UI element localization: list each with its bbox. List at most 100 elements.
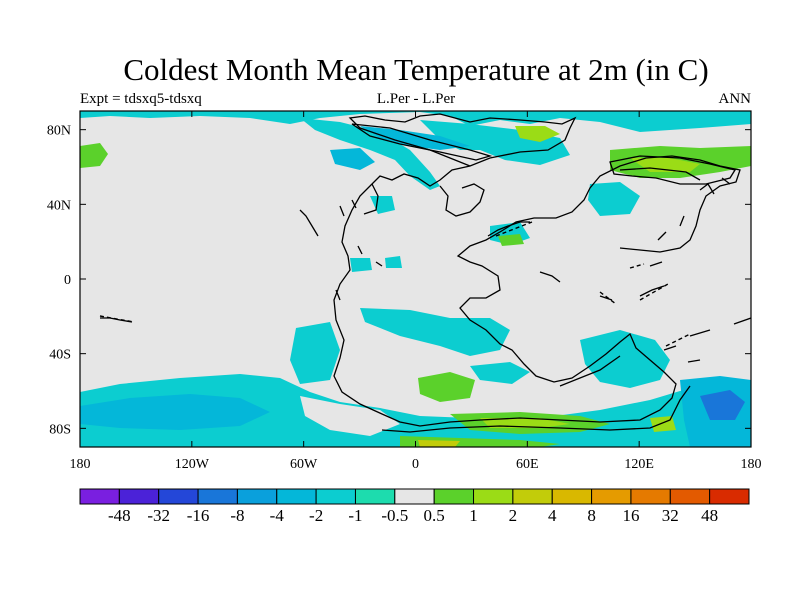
colorbar-swatch (709, 488, 750, 505)
coastline (599, 291, 617, 305)
colorbar-swatch (473, 488, 514, 505)
coastlines (100, 113, 751, 433)
colorbar-swatch (512, 488, 553, 505)
colorbar-label: -48 (108, 506, 131, 525)
anomaly-region (80, 394, 270, 430)
colorbar-swatch (630, 488, 671, 505)
coastline (339, 205, 345, 217)
lon-tick-label: 120W (175, 457, 210, 472)
coastline (375, 261, 383, 267)
coastline (629, 263, 645, 269)
colorbar-swatch (354, 488, 396, 505)
colorbar-label: 48 (701, 506, 718, 525)
lat-tick-label: 80S (49, 422, 71, 437)
lon-tick-label: 0 (412, 457, 419, 472)
colorbar-swatch (591, 488, 632, 505)
period-label: L.Per - L.Per (376, 91, 456, 107)
coastline (619, 167, 701, 181)
colorbar-swatch (315, 488, 356, 505)
coastline (609, 155, 737, 185)
coastline (599, 295, 613, 301)
lon-tick-label: 60E (516, 457, 539, 472)
coastline (439, 183, 485, 217)
colorbar-label: 1 (469, 506, 478, 525)
coastline (663, 345, 677, 351)
colorbar-swatch (669, 488, 711, 505)
coastline (333, 113, 741, 427)
coastline (649, 261, 663, 267)
anomaly-region (418, 372, 475, 402)
coastline (687, 359, 701, 363)
coastline (539, 271, 561, 283)
colorbar: -48 -32 -16 -8 -4 -2 -1 -0.5 0.5 1 2 4 8 16 32 48 (79, 488, 750, 525)
lon-tick-label: 120E (624, 457, 654, 472)
anomaly-region (330, 148, 375, 170)
lon-tick-label: 60W (290, 457, 318, 472)
longitude-axis: 180 120W 60W 0 60E 120E 180 (70, 111, 762, 472)
anomaly-region (360, 126, 470, 150)
anomaly-region (300, 118, 440, 190)
lat-tick-label: 80N (47, 124, 71, 139)
lat-tick-label: 40S (49, 348, 71, 363)
colorbar-label: -32 (147, 506, 170, 525)
colorbar-swatch (158, 488, 199, 505)
season-label: ANN (718, 91, 752, 107)
anomaly-region (418, 440, 460, 447)
colorbar-swatch (79, 488, 120, 505)
coastline (733, 317, 751, 325)
lat-tick-label: 40N (47, 198, 71, 213)
anomaly-region (580, 330, 670, 388)
anomaly-region (700, 390, 745, 420)
colorbar-label: -4 (270, 506, 285, 525)
coastline (665, 333, 691, 347)
anomaly-region (515, 126, 560, 142)
coastline (351, 123, 493, 161)
coastline (639, 283, 669, 301)
coastline (335, 289, 341, 301)
colorbar-label: 2 (509, 506, 518, 525)
colorbar-label: -2 (309, 506, 323, 525)
colorbar-swatch (118, 488, 160, 505)
colorbar-swatch (433, 488, 475, 505)
colorbar-swatch (276, 488, 317, 505)
colorbar-label: 16 (622, 506, 639, 525)
anomaly-region (420, 120, 570, 165)
colorbar-label: 8 (587, 506, 596, 525)
colorbar-label: -8 (230, 506, 244, 525)
coastline (721, 177, 731, 185)
coastline (487, 221, 530, 237)
anomaly-region (650, 416, 676, 432)
coastline-fragments (99, 221, 691, 347)
coastline (351, 199, 357, 209)
coastline (299, 209, 319, 237)
lat-tick-label: 0 (64, 273, 71, 288)
coastline (689, 329, 711, 337)
anomaly-region (498, 234, 524, 246)
coastline (657, 231, 667, 241)
anomaly-region (290, 322, 340, 384)
colorbar-label: -0.5 (381, 506, 408, 525)
experiment-label: Expt = tdsxq5-tdsxq (80, 91, 202, 107)
anomaly-region (385, 256, 402, 268)
colorbar-label: 32 (662, 506, 679, 525)
coastline (381, 385, 691, 433)
coastline (363, 183, 379, 215)
anomaly-region (80, 111, 751, 132)
anomaly-region (360, 308, 510, 356)
colorbar-swatch (197, 488, 238, 505)
coastline (639, 285, 665, 297)
colorbar-swatch (394, 488, 435, 505)
latitude-axis: 80N 40N 0 40S 80S (47, 124, 751, 437)
anomaly-region (350, 258, 372, 272)
colorbar-label: 0.5 (424, 506, 445, 525)
lon-tick-label: 180 (741, 457, 762, 472)
anomaly-region (80, 143, 108, 168)
colorbar-label: -16 (187, 506, 210, 525)
colorbar-label: -1 (348, 506, 362, 525)
colorbar-swatch (236, 488, 278, 505)
colorbar-label: 4 (548, 506, 557, 525)
coastline (357, 245, 363, 255)
coastline (679, 215, 685, 227)
anomaly-region (470, 362, 530, 384)
